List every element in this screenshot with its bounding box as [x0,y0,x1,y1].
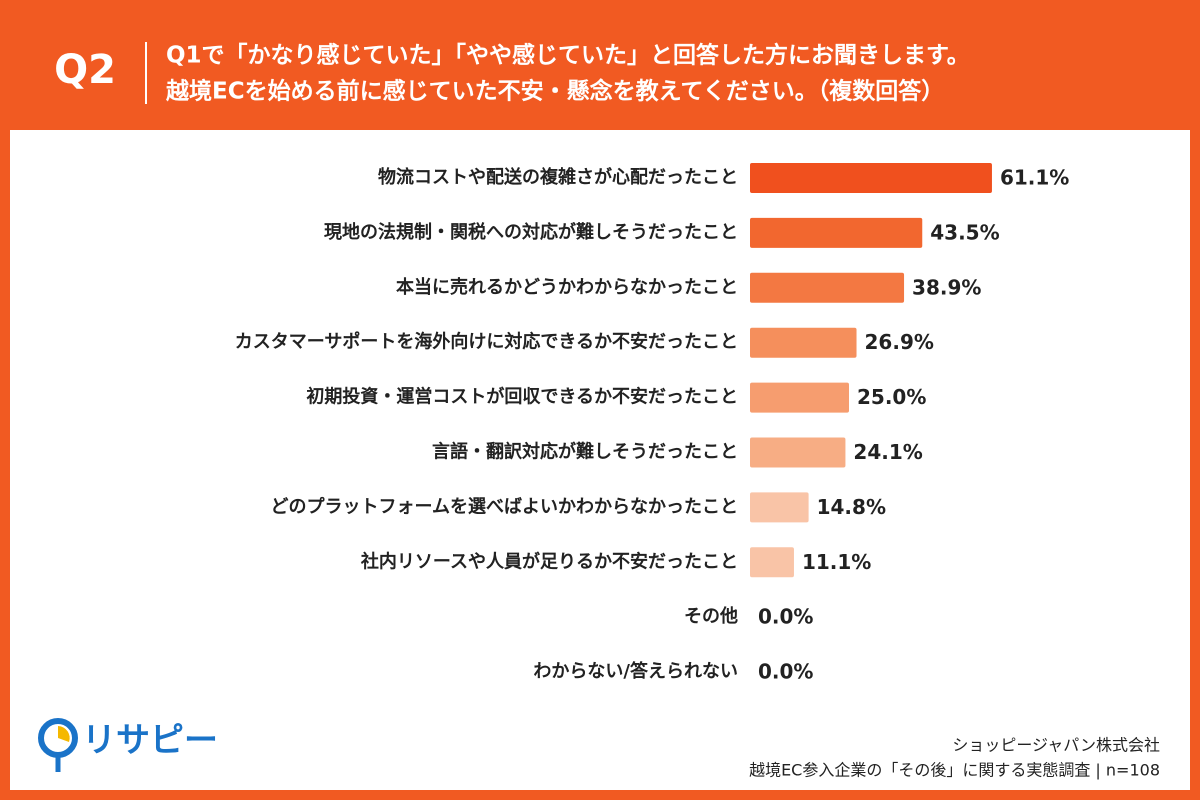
category-label: 物流コストや配送の複雑さが心配だったこと [378,166,738,188]
category-label: その他 [684,605,738,627]
bar [750,382,849,413]
bar [750,437,846,468]
value-label: 43.5% [930,220,999,244]
title: 越境ECを始める前に感じていた不安・懸念を教えてください。（複数回答） [166,78,944,105]
category-label: 言語・翻訳対応が難しそうだったこと [432,441,738,463]
panel [10,130,1190,790]
bar [750,492,809,523]
category-label: 初期投資・運営コストが回収できるか不安だったこと [306,386,738,408]
source: 越境EC参入企業の「その後」に関する実態調査 | n=108 [749,761,1160,780]
bar [750,547,794,578]
value-label: 25.0% [857,385,926,409]
bar [750,327,857,358]
logo-text: リサピー [82,721,218,761]
logo-icon [38,718,78,772]
bar [750,163,992,193]
category-label: 社内リソースや人員が足りるか不安だったこと [361,550,738,572]
value-label: 38.9% [912,275,981,299]
category-label: どのプラットフォームを選べばよいかわからなかったこと [271,495,738,517]
value-label: 11.1% [802,550,871,574]
category-label: わからない/答えられない [533,660,738,682]
question-label: Q2 [54,47,116,93]
value-label: 14.8% [817,495,886,519]
value-label: 0.0% [758,660,813,684]
source: ショッピージャパン株式会社 [952,736,1160,755]
value-label: 0.0% [758,605,813,629]
bar [750,272,905,303]
title: Q1で「かなり感じていた」「やや感じていた」と回答した方にお聞きします。 [166,42,970,69]
value-label: 24.1% [853,440,922,464]
value-label: 26.9% [865,330,934,354]
category-label: 現地の法規制・関税への対応が難しそうだったこと [324,221,738,243]
value-label: 61.1% [1000,166,1069,190]
category-label: 本当に売れるかどうかわからなかったこと [396,276,738,298]
category-label: カスタマーサポートを海外向けに対応できるか不安だったこと [235,331,738,353]
bar [750,217,923,248]
